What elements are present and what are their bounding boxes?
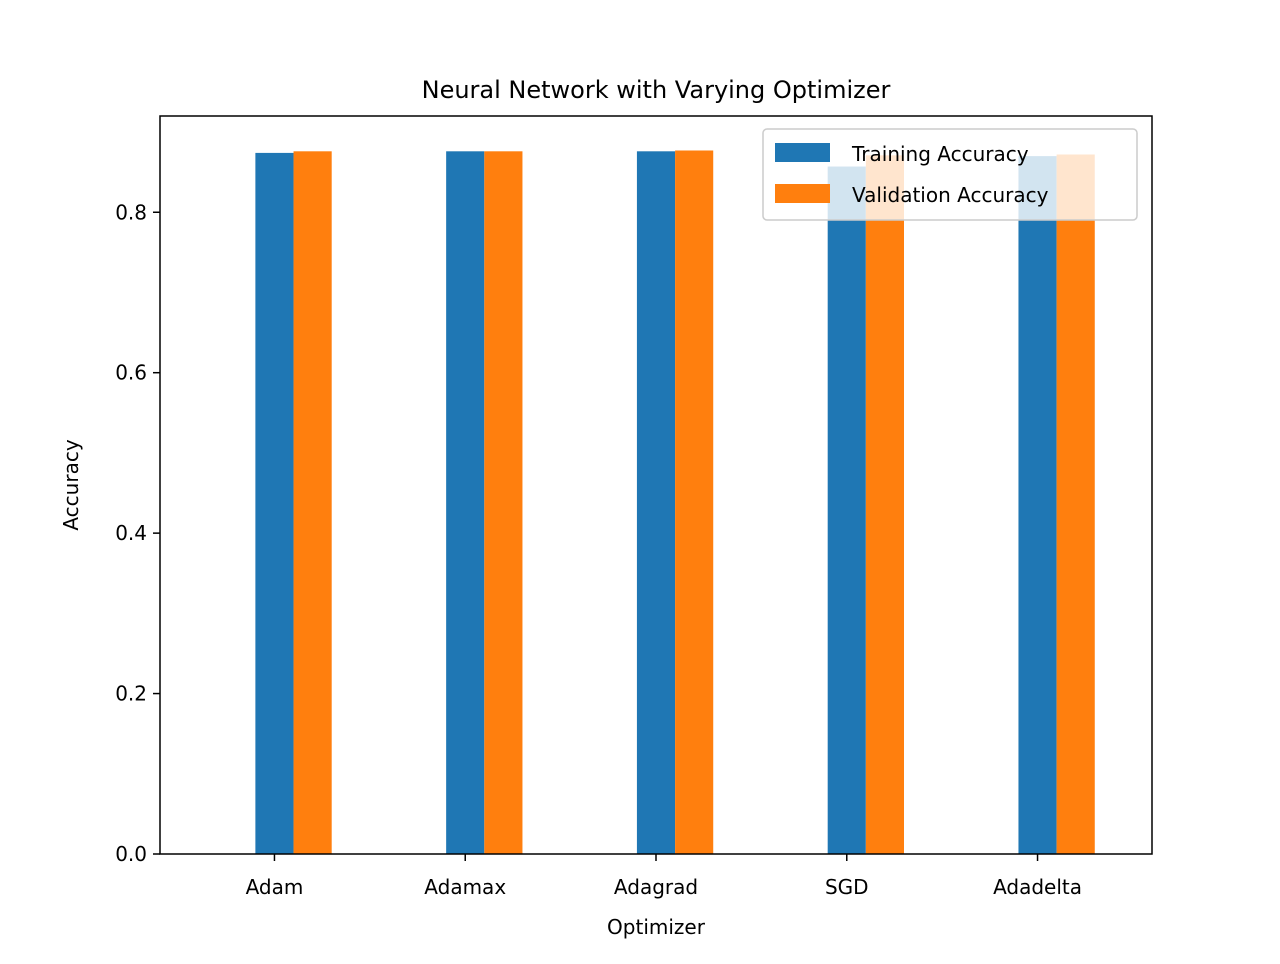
bar-validation-accuracy-sgd [865,155,904,854]
x-axis-label: Optimizer [607,915,706,939]
x-tick-label: Adam [246,875,304,899]
y-tick-label: 0.6 [115,361,147,385]
bar-validation-accuracy-adagrad [675,150,714,855]
bar-training-accuracy-adamax [446,151,485,855]
legend-label-validation: Validation Accuracy [852,183,1049,207]
plot-frame [159,115,1153,855]
y-tick-label: 0.8 [115,200,147,224]
bars-layer [255,150,1095,855]
y-tick-label: 0.2 [115,682,147,706]
axes-layer: 0.0 0.2 0.4 0.6 0.8 Adam Adamax Adagrad SGD Adade… [115,115,1153,899]
bar-training-accuracy-adadelta [1018,156,1057,855]
x-tick-label: Adadelta [993,875,1082,899]
x-tick-label: Adamax [424,875,506,899]
y-tick-label: 0.4 [115,521,147,545]
bar-training-accuracy-sgd [827,166,866,855]
bar-training-accuracy-adam [255,152,294,854]
bar-training-accuracy-adagrad [636,151,676,855]
y-tick-label: 0.0 [115,842,147,866]
y-axis-label: Accuracy [59,439,83,530]
chart-title: Neural Network with Varying Optimizer [422,76,891,104]
x-tick-label: SGD [825,875,869,899]
bar-validation-accuracy-adadelta [1056,154,1095,854]
legend: Training Accuracy Validation Accuracy [762,128,1138,221]
x-tick-label: Adagrad [614,875,698,899]
bar-validation-accuracy-adam [293,151,332,855]
legend-frame [762,128,1138,221]
legend-swatch-validation [775,184,830,203]
legend-swatch-training [775,143,830,162]
legend-label-training: Training Accuracy [851,142,1029,166]
bar-validation-accuracy-adamax [484,151,523,855]
